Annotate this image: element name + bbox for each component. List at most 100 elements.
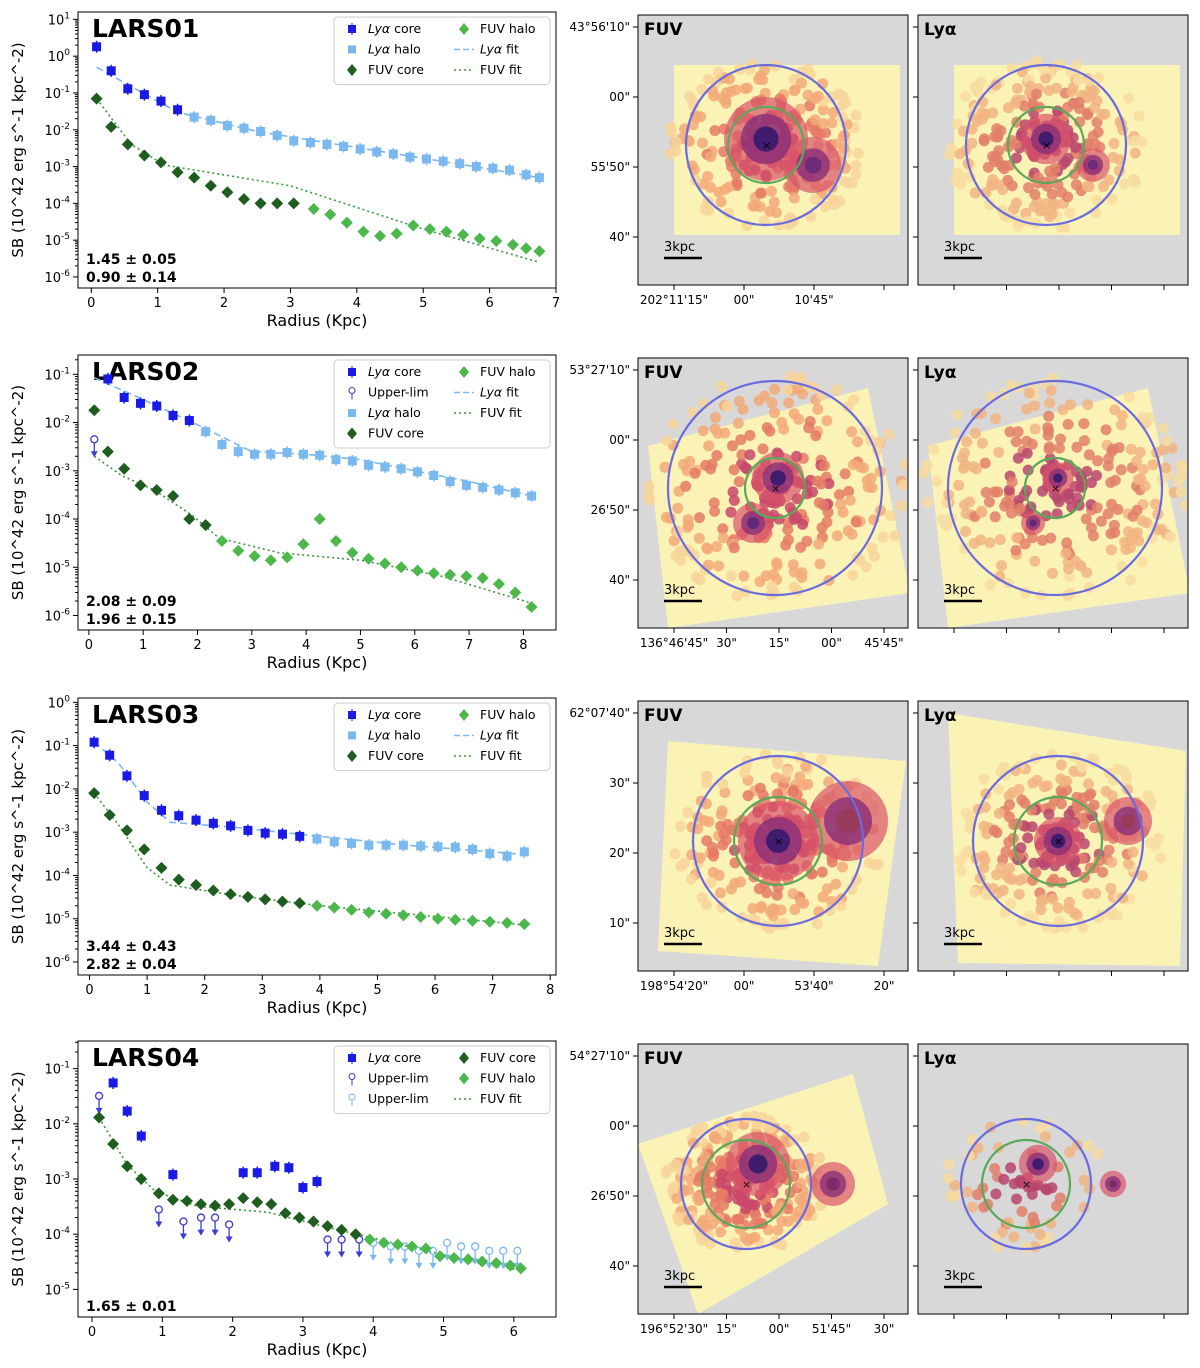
map-cell — [1125, 443, 1137, 455]
map-cell — [1006, 476, 1018, 488]
data-point — [339, 142, 349, 152]
map-cell — [959, 499, 971, 511]
data-point — [460, 570, 473, 583]
map-cell — [1022, 464, 1034, 476]
ra-tick-label: 15" — [716, 1322, 737, 1336]
map-cell — [1077, 812, 1089, 824]
map-cell — [1008, 1231, 1020, 1243]
map-cell — [1160, 462, 1172, 474]
data-point — [191, 815, 201, 825]
legend-label: Lyα halo — [368, 728, 421, 743]
map-cell — [1038, 781, 1050, 793]
map-cell — [797, 518, 809, 530]
map-cell — [1081, 466, 1093, 477]
data-point — [134, 479, 147, 492]
fuv-slope-stat: 1.96 ± 0.15 — [86, 612, 177, 628]
map-cell — [1011, 532, 1023, 544]
data-point — [505, 165, 515, 175]
map-cell — [670, 550, 682, 562]
legend-box — [333, 702, 551, 771]
aperture-circle-inner — [700, 1138, 792, 1230]
x-tick-label: 3 — [258, 983, 266, 998]
map-cell — [1088, 85, 1100, 97]
map-cell — [1105, 909, 1117, 921]
map-cell — [687, 119, 699, 131]
map-cell — [1144, 837, 1156, 849]
map-cell — [858, 462, 870, 474]
data-point — [208, 818, 218, 828]
map-cell — [717, 532, 729, 544]
map-cell — [1147, 459, 1159, 471]
map-cell — [687, 1137, 699, 1149]
data-point — [256, 126, 266, 136]
map-cell — [978, 135, 990, 147]
map-cell — [1105, 528, 1117, 540]
map-cell — [818, 118, 829, 130]
map-cell — [665, 121, 677, 133]
legend-label: FUV fit — [480, 405, 522, 420]
data-point — [307, 203, 320, 216]
map-cell — [1004, 426, 1016, 438]
upper-limit-arrowhead — [429, 1262, 437, 1269]
map-cell — [754, 201, 766, 213]
map-cell — [1133, 110, 1145, 122]
map-cell — [850, 168, 862, 180]
y-tick-label: 10-2 — [44, 415, 70, 432]
map-cell — [736, 449, 748, 461]
dec-tick-label: 43°56'10" — [569, 20, 630, 34]
data-point — [266, 449, 276, 459]
y-tick-label: 100 — [48, 694, 71, 711]
map-cell — [1092, 455, 1104, 467]
data-point — [139, 791, 149, 801]
y-tick-label: 10-1 — [44, 1061, 70, 1078]
legend-box — [333, 1045, 551, 1114]
data-point — [297, 538, 310, 551]
map-cell — [758, 215, 770, 227]
map-cell — [781, 384, 793, 396]
data-point — [108, 1078, 118, 1088]
map-cell — [1099, 108, 1111, 120]
data-point — [411, 564, 424, 577]
center-marker: × — [1042, 139, 1051, 152]
map-cell — [782, 1215, 794, 1227]
map-cell — [717, 839, 729, 851]
map-cell — [972, 1189, 984, 1201]
map-cell — [705, 463, 717, 475]
data-point — [510, 488, 520, 498]
y-tick-label: 10-1 — [44, 85, 70, 102]
data-point — [254, 197, 267, 210]
ra-tick-label: 30" — [874, 1322, 895, 1336]
data-point — [321, 1220, 334, 1233]
map-cell — [1062, 152, 1074, 164]
map-cell — [1129, 147, 1141, 159]
map-cell — [1029, 423, 1041, 435]
data-point — [422, 154, 432, 164]
map-cell — [877, 531, 889, 543]
data-point — [152, 401, 162, 411]
map-title: Lyα — [924, 20, 956, 40]
data-point — [363, 1233, 376, 1246]
map-cell — [1030, 88, 1042, 100]
ra-tick-label: 136°46'45" — [640, 636, 708, 650]
map-cell — [667, 418, 679, 430]
dec-tick-label: 40" — [609, 1259, 630, 1273]
map-cell — [720, 97, 732, 109]
map-cell — [1153, 832, 1165, 844]
data-point — [237, 1192, 250, 1205]
x-tick-label: 7 — [552, 296, 560, 311]
map-cell — [816, 754, 828, 766]
data-point — [172, 873, 185, 886]
y-tick-label: 10-6 — [44, 269, 70, 286]
map-cell — [1112, 763, 1124, 775]
sb-profile-plot-1: 0 1 2 3 4 5 6 7 10-6 10-5 10-4 10-3 10-2 10-1 100 101 Ra… — [9, 11, 560, 330]
map-cell — [1035, 904, 1047, 916]
map-cell — [801, 535, 813, 547]
map-cell — [749, 1231, 761, 1243]
map-cell — [734, 1223, 746, 1235]
data-point — [207, 884, 220, 897]
map-cell — [1047, 567, 1058, 579]
map-cell — [999, 907, 1011, 919]
map-frame — [917, 14, 1189, 286]
map-blob — [753, 126, 779, 152]
map-cell — [716, 901, 728, 913]
